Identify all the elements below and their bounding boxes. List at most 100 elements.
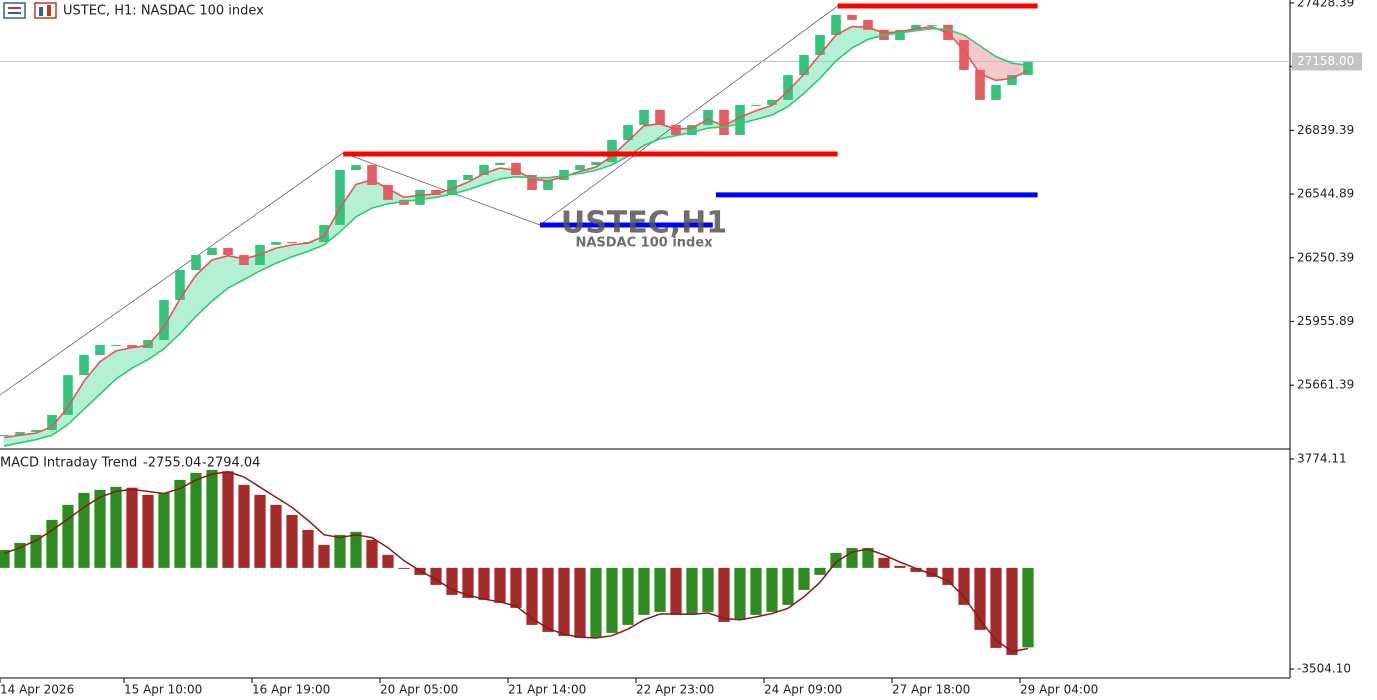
macd-bar xyxy=(926,567,938,577)
x-tick-label: 22 Apr 23:00 xyxy=(636,683,714,697)
ma-fill xyxy=(804,54,820,94)
macd-bar xyxy=(158,492,170,568)
macd-bar xyxy=(462,567,474,598)
candle xyxy=(287,242,297,244)
candle xyxy=(831,14,841,36)
y-tick-label: -3504.10 xyxy=(1297,662,1351,676)
candle xyxy=(799,54,809,76)
candle xyxy=(975,69,985,100)
zigzag xyxy=(0,5,838,396)
macd-bar xyxy=(878,557,890,568)
macd-bar xyxy=(894,565,906,568)
ma-fill xyxy=(820,35,836,79)
macd-bar xyxy=(830,552,842,568)
macd-bar xyxy=(670,567,682,615)
candle xyxy=(751,104,761,106)
header-icons xyxy=(3,2,57,19)
candle xyxy=(687,125,697,135)
y-tick-label: 27428.39 xyxy=(1297,0,1354,9)
candle xyxy=(815,35,825,55)
macd-bar xyxy=(766,567,778,612)
macd-bar xyxy=(0,549,10,568)
macd-bar xyxy=(126,487,138,568)
candle xyxy=(31,430,41,432)
macd-bar xyxy=(958,567,970,605)
candle xyxy=(15,431,25,436)
macd-bar xyxy=(78,492,90,568)
candle xyxy=(911,24,921,30)
macd-bar xyxy=(542,567,554,632)
y-tick-label: 25955.89 xyxy=(1297,314,1354,328)
candle xyxy=(0,435,9,437)
macd-bar xyxy=(510,567,522,608)
macd-bar xyxy=(718,567,730,622)
macd-bar xyxy=(30,534,42,568)
macd-bar xyxy=(574,567,586,638)
overlay-layer: 27158.00 xyxy=(343,3,1362,228)
ma-fill xyxy=(996,56,1012,81)
macd-bar xyxy=(942,567,954,585)
x-tick-label: 16 Apr 19:00 xyxy=(252,683,330,697)
candle xyxy=(783,75,793,100)
candle xyxy=(623,125,633,140)
y-tick-label: 26839.39 xyxy=(1297,123,1354,137)
candle xyxy=(415,189,425,205)
macd-bar xyxy=(782,567,794,605)
macd-bar xyxy=(238,484,250,568)
icon-list xyxy=(3,2,26,19)
watermark: USTEC,H1 xyxy=(561,206,727,241)
macd-bar xyxy=(814,567,826,575)
ma-fill xyxy=(180,275,196,334)
candle xyxy=(767,99,777,105)
y-tick-label: 26250.39 xyxy=(1297,250,1354,264)
macd-bar xyxy=(222,471,234,568)
macd-bar xyxy=(638,567,650,615)
fast-ma xyxy=(3,25,1029,439)
price-label: 27158.00 xyxy=(1297,54,1354,68)
ma-fill xyxy=(116,347,132,379)
x-tick-label: 15 Apr 10:00 xyxy=(124,683,202,697)
macd-bar xyxy=(1006,567,1018,655)
x-tick-label: 29 Apr 04:00 xyxy=(1020,683,1098,697)
candle xyxy=(143,340,153,349)
signal-value: -2794.04 xyxy=(202,456,260,471)
candle xyxy=(863,19,873,30)
candle xyxy=(351,165,361,171)
macd-bar xyxy=(398,567,410,569)
candle xyxy=(111,345,121,347)
x-tick-label: 21 Apr 14:00 xyxy=(508,683,586,697)
macd-bar xyxy=(254,494,266,568)
candle xyxy=(431,189,441,195)
candle xyxy=(575,165,585,171)
icon-bar xyxy=(47,5,51,16)
marks-layer: 27428.3927133.8926839.3926544.8926250.39… xyxy=(0,0,1354,697)
y-tick-label: 3774.11 xyxy=(1297,451,1347,465)
y-tick-label: 25661.39 xyxy=(1297,378,1354,392)
candle xyxy=(639,109,649,126)
macd-bar xyxy=(142,494,154,568)
price-label-box xyxy=(1292,52,1362,71)
candle xyxy=(63,375,73,415)
x-tick-label: 20 Apr 05:00 xyxy=(380,683,458,697)
macd-bar xyxy=(910,567,922,572)
candle xyxy=(447,179,457,195)
macd-bar xyxy=(494,567,506,603)
macd-bar xyxy=(734,567,746,620)
macd-bar xyxy=(286,514,298,568)
macd-bar xyxy=(590,567,602,638)
candle xyxy=(47,414,57,431)
macd-value: -2755.04 xyxy=(143,456,201,471)
macd-bar xyxy=(174,479,186,568)
macd-bar xyxy=(318,544,330,568)
candle xyxy=(543,179,553,190)
ma-fill xyxy=(196,260,212,317)
candle xyxy=(319,224,329,243)
candle xyxy=(703,109,713,126)
ma-fill xyxy=(356,179,372,217)
macd-bar xyxy=(270,504,282,568)
candle xyxy=(239,255,249,265)
signal-line xyxy=(3,471,1029,653)
candle xyxy=(719,109,729,135)
candle xyxy=(127,345,137,349)
